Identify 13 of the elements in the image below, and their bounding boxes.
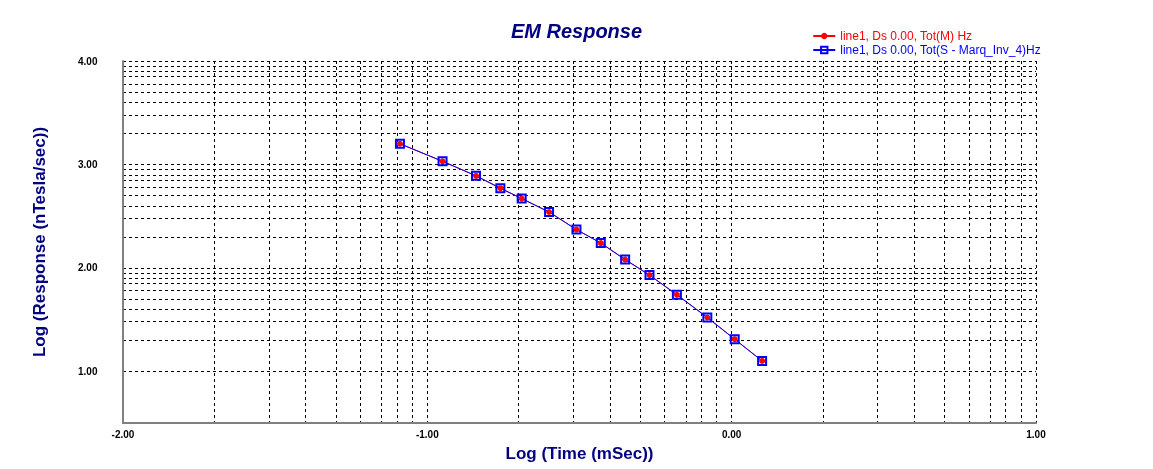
x-tick-label: 1.00: [1026, 428, 1047, 440]
y-tick-label: 3.00: [78, 158, 98, 170]
x-axis-title: Log (Time (mSec)): [505, 444, 654, 463]
y-tick-label: 1.00: [78, 365, 98, 377]
legend-label: line1, Ds 0.00, Tot(S - Marq_Inv_4)Hz: [840, 43, 1041, 57]
legend-label: line1, Ds 0.00, Tot(M) Hz: [840, 29, 973, 43]
y-tick-label: 4.00: [78, 55, 98, 67]
x-tick-label: -2.00: [111, 428, 135, 440]
y-tick-label: 2.00: [78, 262, 98, 274]
y-axis-title: Log (Response (nTesla/sec)): [30, 126, 49, 358]
chart-title: EM Response: [510, 20, 643, 42]
x-tick-label: 0.00: [721, 428, 742, 440]
x-tick-label: -1.00: [415, 428, 440, 440]
